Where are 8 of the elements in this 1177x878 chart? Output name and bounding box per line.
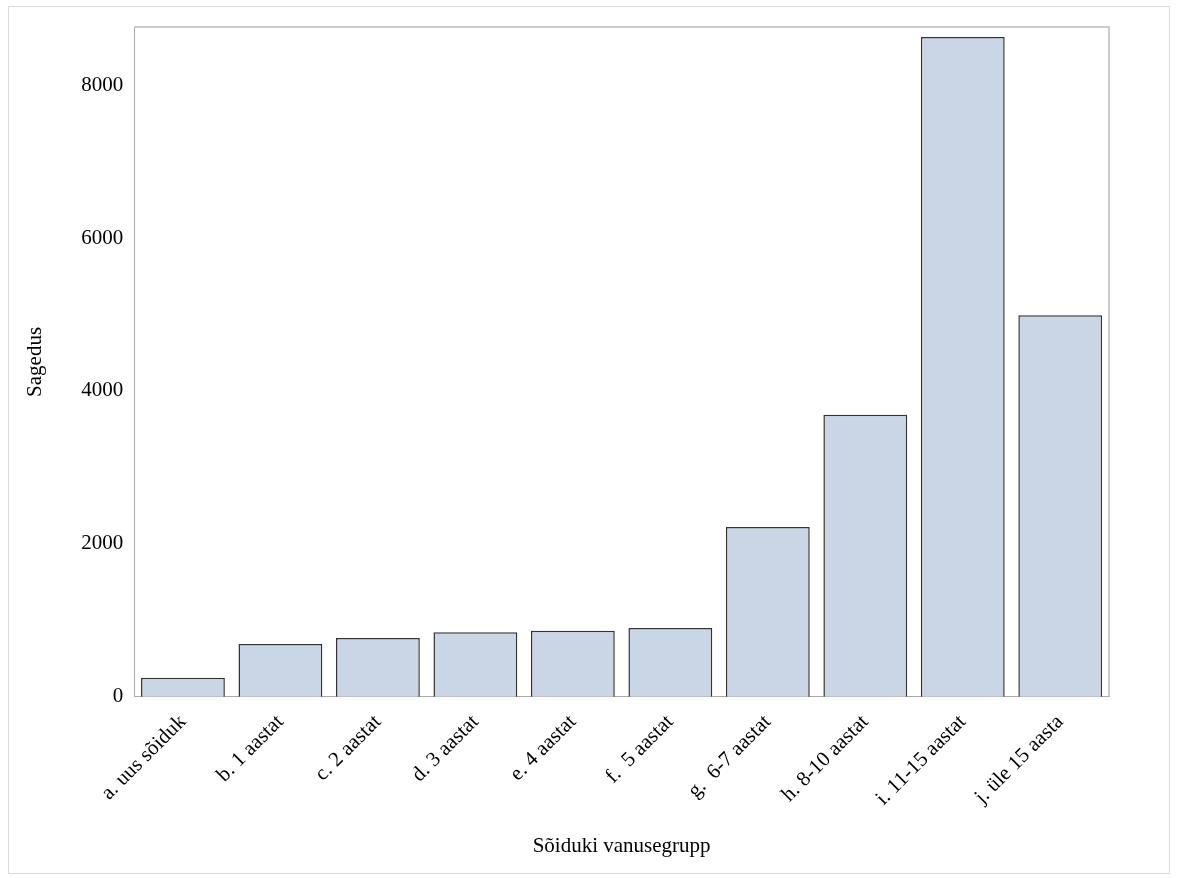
y-tick-label: 6000: [81, 224, 124, 249]
y-axis-title: Sagedus: [22, 326, 47, 397]
x-axis-title: Sõiduki vanusegrupp: [532, 832, 711, 857]
x-tick-label: j. üle 15 aasta: [968, 708, 1069, 809]
y-tick-label: 4000: [81, 377, 124, 402]
y-tick-label: 8000: [81, 71, 124, 96]
y-tick-label: 2000: [81, 530, 124, 555]
y-tick-label: 0: [112, 683, 124, 708]
